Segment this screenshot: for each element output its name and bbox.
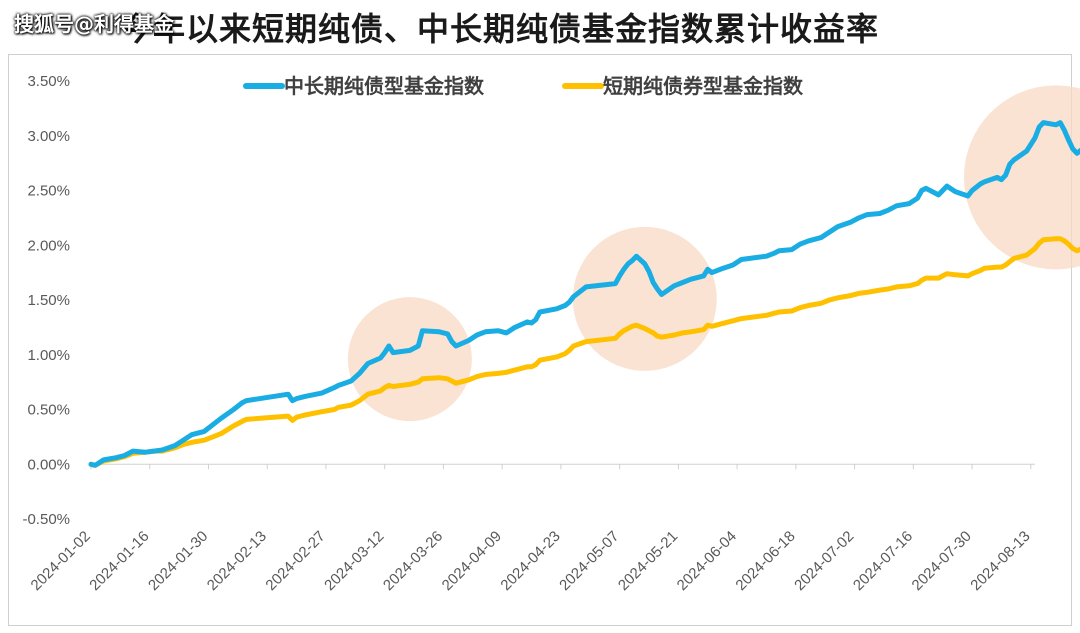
x-tick-label: 2024-02-27 [262,528,328,594]
x-tick-label: 2024-04-23 [497,528,563,594]
x-tick-label: 2024-07-30 [909,528,975,594]
x-tick-label: 2024-07-02 [791,528,857,594]
y-tick-label: 2.00% [27,237,70,254]
x-tick-label: 2024-06-18 [732,528,798,594]
chart-title: 今年以来短期纯债、中长期纯债基金指数累计收益率 [120,10,880,48]
x-tick-label: 2024-05-07 [556,528,622,594]
highlight-circle [964,85,1080,270]
watermark: 搜狐号@利得基金 [14,12,174,36]
x-tick-label: 2024-01-30 [145,528,211,594]
y-tick-label: 0.00% [27,456,70,473]
y-tick-label: 0.50% [27,402,70,419]
y-tick-label: 3.50% [27,73,70,90]
series-line [88,120,1080,468]
series-line [88,236,1080,468]
x-tick-label: 2024-07-16 [850,528,916,594]
x-tick-label: 2024-06-04 [674,528,740,594]
highlight-circle [347,297,472,422]
legend-label: 中长期纯债型基金指数 [284,74,485,98]
x-tick-label: 2024-02-13 [204,528,270,594]
legend-label: 短期纯债券型基金指数 [603,74,804,98]
y-tick-label: 1.00% [27,347,70,364]
x-tick-label: 2024-01-16 [86,528,152,594]
y-tick-label: 2.50% [27,183,70,200]
x-tick-label: 2024-01-02 [28,528,94,594]
x-tick-label: 2024-04-09 [439,528,505,594]
x-tick-label: 2024-03-26 [380,528,446,594]
x-tick-label: 2024-08-13 [967,528,1033,594]
x-tick-label: 2024-03-12 [321,528,387,594]
y-tick-label: -0.50% [22,511,70,528]
y-tick-label: 3.00% [27,128,70,145]
title-bar: 今年以来短期纯债、中长期纯债基金指数累计收益率 搜狐号@利得基金 [0,0,1080,52]
x-tick-label: 2024-05-21 [615,528,681,594]
highlight-circle [572,226,717,371]
y-tick-label: 1.50% [27,292,70,309]
chart-frame [8,54,1072,626]
